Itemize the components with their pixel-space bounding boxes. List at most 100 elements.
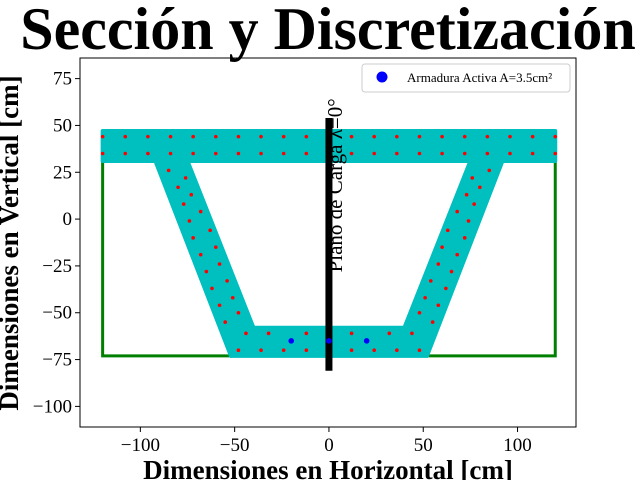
rebar-point <box>485 134 490 139</box>
rebar-point <box>430 320 435 324</box>
rebar-point <box>168 134 173 139</box>
rebar-point <box>236 134 241 139</box>
rebar-point <box>213 245 218 249</box>
rebar-point <box>181 202 186 206</box>
rebar-point <box>349 331 354 336</box>
rebar-point <box>462 134 467 139</box>
x-tick-label: 50 <box>414 435 433 456</box>
rebar-point <box>304 134 309 139</box>
rebar-point <box>123 134 128 139</box>
rebar-point <box>198 209 203 214</box>
rebar-point <box>236 151 241 156</box>
rebar-point <box>304 151 309 156</box>
rebar-point <box>266 331 271 336</box>
rebar-point <box>487 168 492 173</box>
rebar-point <box>191 236 195 240</box>
rebar-point <box>236 310 241 315</box>
rebar-point <box>417 310 422 315</box>
rebar-point <box>436 303 441 308</box>
rebar-point <box>304 348 309 353</box>
rebar-point <box>259 348 263 353</box>
rebar-point <box>395 348 399 353</box>
rebar-point <box>100 134 105 139</box>
y-tick-label: 0 <box>63 209 73 230</box>
rebar-point <box>508 134 512 139</box>
y-tick-label: −50 <box>42 303 72 324</box>
rebar-point <box>428 279 433 283</box>
rebar-point <box>191 134 195 139</box>
rebar-point <box>208 228 212 233</box>
rebar-point <box>244 331 248 336</box>
x-tick-label: −50 <box>220 435 250 456</box>
plot-area <box>100 117 558 371</box>
rebar-point <box>217 303 222 308</box>
rebar-point <box>387 331 392 336</box>
load-plane-label: Plano de Carga λ=0° <box>323 98 347 272</box>
rebar-point <box>478 185 482 190</box>
rebar-point <box>349 151 354 156</box>
prestress-point <box>326 338 332 344</box>
rebar-point <box>349 134 354 139</box>
rebar-point <box>410 331 414 336</box>
rebar-point <box>466 219 471 223</box>
x-tick-label: 100 <box>503 435 532 456</box>
y-tick-label: 75 <box>53 69 72 90</box>
rebar-point <box>417 134 422 139</box>
rebar-point <box>187 219 192 223</box>
rebar-point <box>464 192 469 197</box>
legend-box <box>361 63 571 93</box>
rebar-point <box>530 134 535 139</box>
rebar-point <box>423 295 427 300</box>
rebar-point <box>223 320 228 324</box>
y-axis-label: Dimensiones en Vertical [cm] <box>0 75 24 410</box>
rebar-point <box>349 348 354 353</box>
rebar-point <box>508 151 512 156</box>
rebar-point <box>213 134 218 139</box>
x-axis-label: Dimensiones en Horizontal [cm] <box>143 455 513 480</box>
rebar-point <box>198 252 203 257</box>
rebar-point <box>553 151 558 156</box>
y-tick-label: −75 <box>42 350 72 371</box>
rebar-point <box>204 269 209 274</box>
rebar-point <box>168 151 173 156</box>
rebar-point <box>436 262 441 266</box>
x-tick-label: −100 <box>121 435 160 456</box>
rebar-point <box>213 151 218 156</box>
prestress-point <box>288 338 295 344</box>
rebar-point <box>281 151 286 156</box>
rebar-point <box>281 348 286 353</box>
rebar-point <box>395 151 399 156</box>
rebar-point <box>372 134 377 139</box>
rebar-point <box>281 134 286 139</box>
axis-ticks: −100 −50 0 50 100 −100 −75 −50 −25 0 25 50 75 <box>33 69 532 456</box>
rebar-point <box>440 245 444 249</box>
rebar-point <box>553 134 558 139</box>
rebar-point <box>372 151 377 156</box>
legend-entry-prestress: Armadura Activa A=3.5cm² <box>407 70 552 85</box>
y-tick-label: −25 <box>42 256 72 277</box>
rebar-point <box>236 348 241 353</box>
legend: Armadura Activa A=3.5cm² <box>361 63 571 93</box>
rebar-point <box>189 192 194 197</box>
y-tick-label: 50 <box>53 115 72 136</box>
rebar-point <box>449 269 454 274</box>
rebar-point <box>225 279 229 283</box>
rebar-point <box>440 134 444 139</box>
rebar-point <box>472 202 476 206</box>
rebar-point <box>217 262 222 266</box>
rebar-point <box>372 348 377 353</box>
rebar-point <box>455 209 459 214</box>
plot-frame <box>79 57 577 428</box>
rebar-point <box>100 151 105 156</box>
rebar-point <box>440 151 444 156</box>
rebar-point <box>445 228 450 233</box>
rebar-point <box>210 286 214 291</box>
rebar-point <box>259 151 263 156</box>
rebar-point <box>123 151 128 156</box>
rebar-point <box>485 151 490 156</box>
prestress-point <box>363 338 370 344</box>
rebar-point <box>304 331 309 336</box>
rebar-point <box>462 236 467 240</box>
legend-marker-prestress <box>376 71 388 83</box>
